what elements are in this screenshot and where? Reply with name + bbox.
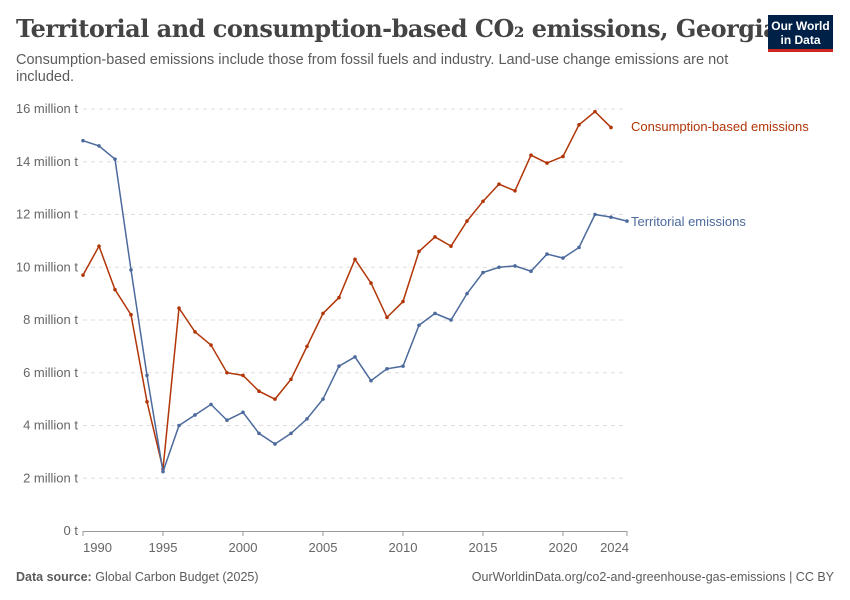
source-text[interactable]: Global Carbon Budget (2025) [95,570,259,584]
data-point [577,123,581,127]
data-point [241,410,245,415]
y-tick-label: 8 million t [23,312,78,327]
data-point [465,219,469,223]
data-point [545,161,549,165]
data-point [273,397,277,401]
data-point [257,389,261,394]
data-point [145,373,149,378]
data-point [609,215,613,219]
data-point [545,252,549,256]
data-point [97,144,101,148]
data-point [449,318,453,322]
data-point [273,442,277,446]
series-label: Consumption-based emissions [631,119,809,134]
data-point [369,281,373,285]
data-point [449,244,453,248]
data-point [81,273,85,277]
data-point [81,138,85,143]
data-point [609,125,613,130]
data-point [353,355,357,359]
data-point [593,212,597,217]
x-tick-label: 1990 [83,540,112,555]
chart-subtitle: Consumption-based emissions include thos… [16,52,729,85]
x-tick-label: 2024 [600,540,629,555]
data-point [433,311,437,316]
data-point [193,330,197,334]
data-point [385,315,389,320]
data-point [529,269,533,274]
source-label: Data source: [16,570,92,584]
data-point [209,402,213,407]
data-point [193,413,197,417]
data-point [497,182,501,186]
data-point [417,249,421,254]
y-tick-label: 2 million t [23,470,78,485]
x-tick-label: 2015 [469,540,498,555]
data-point [321,397,325,401]
y-tick-label: 0 t [64,523,79,538]
data-point [97,244,101,248]
x-tick-label: 2000 [229,540,258,555]
data-point [129,268,133,272]
data-point [225,418,229,423]
data-point [497,265,501,270]
y-tick-label: 14 million t [16,154,79,169]
data-point [593,109,597,114]
data-point [289,431,293,436]
data-point [225,370,229,375]
data-point [337,295,341,300]
data-point [401,299,405,304]
data-point [513,264,517,268]
data-point [561,256,565,260]
data-point [625,219,629,223]
data-point [481,270,485,275]
data-point [417,323,421,328]
y-tick-label: 6 million t [23,365,78,380]
data-point [577,245,581,250]
data-point [177,306,181,310]
series-line-territorial [82,139,628,472]
y-tick-label: 12 million t [16,207,79,222]
data-point [481,199,485,204]
footer-url[interactable]: OurWorldinData.org/co2-and-greenhouse-ga… [471,570,834,584]
data-point [257,431,261,436]
data-point [209,343,213,347]
x-tick-label: 2010 [389,540,418,555]
series-label: Territorial emissions [631,214,746,229]
chart-title: Territorial and consumption-based CO₂ em… [16,14,779,43]
data-point [305,417,309,421]
x-tick-label: 1995 [149,540,178,555]
data-point [465,291,469,296]
data-point [289,377,293,382]
data-point [337,364,341,368]
owid-logo[interactable]: Our World in Data [768,15,833,52]
data-point [513,188,517,193]
data-point [353,257,357,262]
x-tick-label: 2020 [549,540,578,555]
data-point [145,399,149,404]
data-point [305,344,309,349]
data-point [529,153,533,157]
data-point [177,423,181,428]
data-point [321,311,325,316]
y-tick-label: 10 million t [16,259,79,274]
y-tick-label: 4 million t [23,418,78,433]
y-tick-label: 16 million t [16,101,79,116]
data-point [385,366,389,371]
data-point [113,157,117,161]
data-point [401,364,405,368]
series-line-consumption [82,110,612,470]
data-source: Data source: Global Carbon Budget (2025) [16,570,259,584]
data-point [161,469,165,474]
line-chart: 0 t 2 million t 4 million t 6 million t 8 mi… [16,101,809,555]
data-point [113,287,117,292]
data-point [433,235,437,239]
data-point [369,378,373,383]
data-point [129,312,133,317]
data-point [241,373,245,378]
data-point [561,154,565,159]
x-tick-label: 2005 [309,540,338,555]
